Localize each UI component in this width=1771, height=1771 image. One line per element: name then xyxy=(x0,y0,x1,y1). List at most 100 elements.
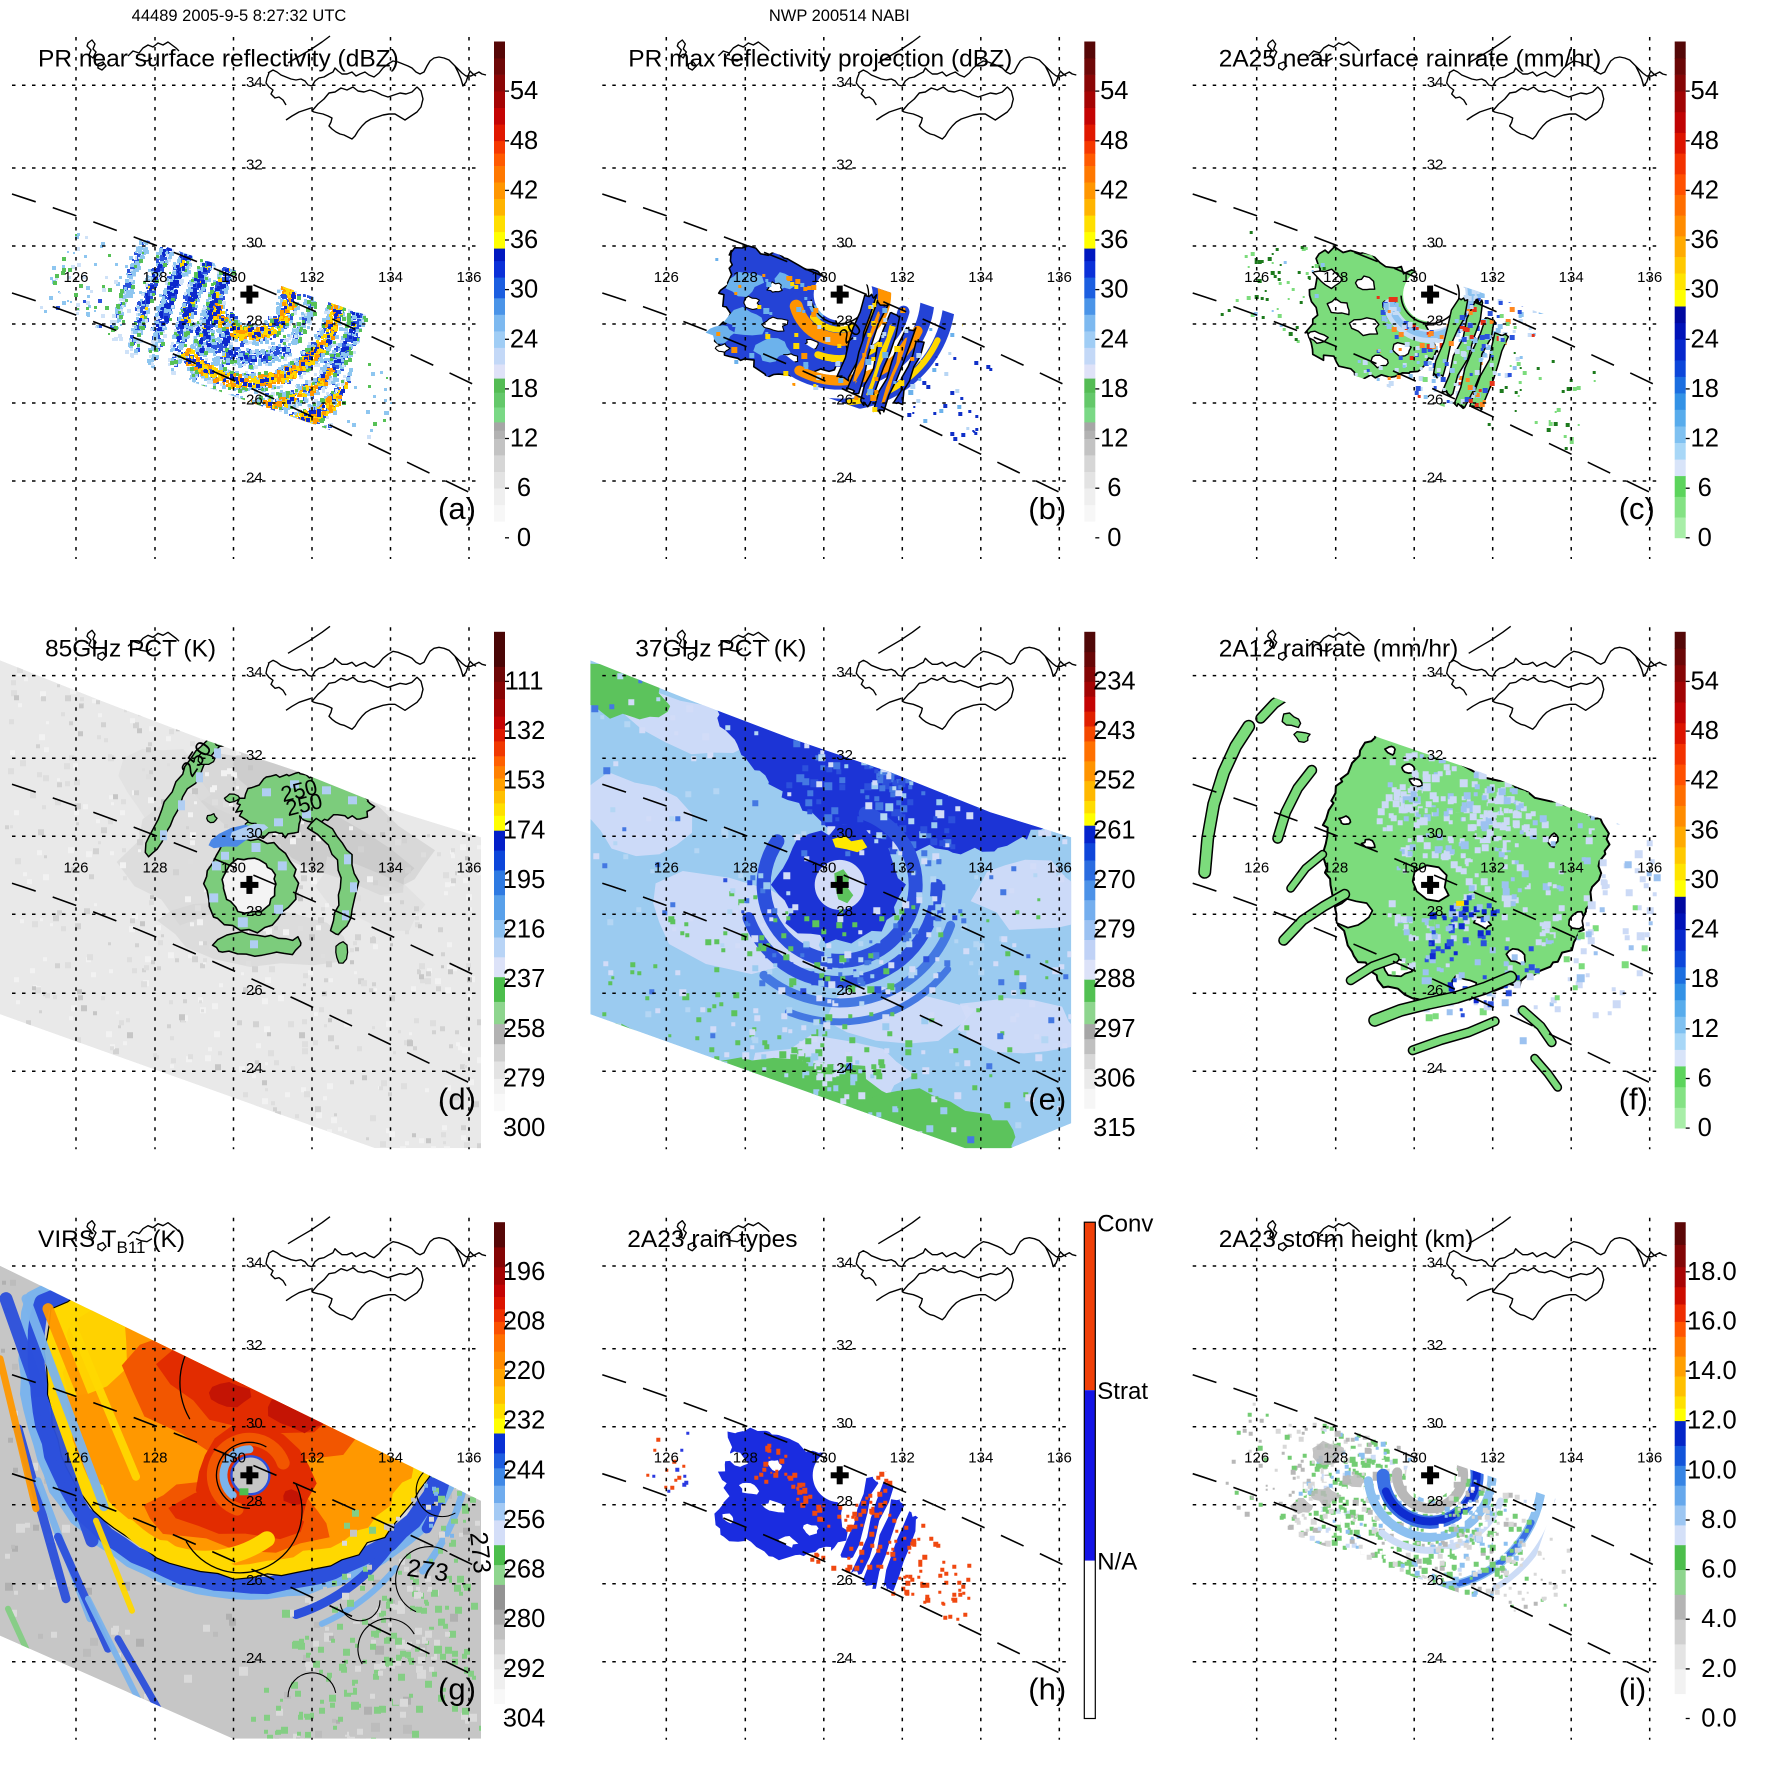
svg-text:36: 36 xyxy=(510,226,538,254)
svg-text:232: 232 xyxy=(503,1407,546,1435)
svg-text:18: 18 xyxy=(1691,375,1719,403)
svg-text:12: 12 xyxy=(1100,425,1128,453)
svg-text:6.0: 6.0 xyxy=(1701,1556,1736,1584)
svg-text:NWP 200514 NABI: NWP 200514 NABI xyxy=(769,7,910,25)
svg-text:42: 42 xyxy=(510,176,538,204)
svg-text:0.0: 0.0 xyxy=(1701,1705,1736,1733)
svg-text:288: 288 xyxy=(1093,965,1136,993)
svg-text:30: 30 xyxy=(1691,866,1719,894)
svg-text:54: 54 xyxy=(1691,77,1719,105)
svg-text:306: 306 xyxy=(1093,1065,1136,1093)
svg-text:279: 279 xyxy=(503,1065,546,1093)
svg-text:279: 279 xyxy=(1093,916,1136,944)
svg-text:2A23 storm height (km): 2A23 storm height (km) xyxy=(1219,1226,1474,1253)
svg-text:12: 12 xyxy=(1691,1015,1719,1043)
svg-text:6: 6 xyxy=(1698,1065,1712,1093)
svg-text:12.0: 12.0 xyxy=(1687,1407,1737,1435)
svg-text:304: 304 xyxy=(503,1705,546,1733)
svg-text:(e): (e) xyxy=(1028,1081,1066,1116)
svg-text:(f): (f) xyxy=(1619,1081,1648,1116)
svg-text:(d): (d) xyxy=(438,1081,476,1116)
svg-text:258: 258 xyxy=(503,1015,546,1043)
svg-text:2.0: 2.0 xyxy=(1701,1655,1736,1683)
svg-text:48: 48 xyxy=(1691,127,1719,155)
svg-text:PR max reflectivity projection: PR max reflectivity projection (dBZ) xyxy=(628,45,1012,72)
svg-text:24: 24 xyxy=(1691,325,1719,353)
svg-text:85GHz PCT (K): 85GHz PCT (K) xyxy=(45,636,216,663)
svg-text:268: 268 xyxy=(503,1556,546,1584)
svg-text:14.0: 14.0 xyxy=(1687,1357,1737,1385)
svg-text:(b): (b) xyxy=(1028,491,1066,526)
svg-text:37GHz PCT (K): 37GHz PCT (K) xyxy=(635,636,806,663)
svg-text:36: 36 xyxy=(1691,816,1719,844)
svg-text:Strat: Strat xyxy=(1097,1378,1148,1405)
svg-text:44489 2005-9-5 8:27:32 UTC: 44489 2005-9-5 8:27:32 UTC xyxy=(132,7,347,25)
svg-text:261: 261 xyxy=(1093,816,1136,844)
svg-text:10.0: 10.0 xyxy=(1687,1456,1737,1484)
svg-text:2A25 near surface rainrate (mm: 2A25 near surface rainrate (mm/hr) xyxy=(1219,45,1602,72)
svg-text:(c): (c) xyxy=(1619,491,1655,526)
svg-text:Conv: Conv xyxy=(1097,1211,1153,1238)
svg-text:2A23 rain types: 2A23 rain types xyxy=(627,1226,797,1253)
svg-text:12: 12 xyxy=(1691,425,1719,453)
svg-text:42: 42 xyxy=(1100,176,1128,204)
svg-text:18: 18 xyxy=(1100,375,1128,403)
svg-text:196: 196 xyxy=(503,1258,546,1286)
svg-text:54: 54 xyxy=(1100,77,1128,105)
svg-text:54: 54 xyxy=(1691,667,1719,695)
svg-text:208: 208 xyxy=(503,1308,546,1336)
svg-text:195: 195 xyxy=(503,866,546,894)
svg-text:153: 153 xyxy=(503,767,546,795)
svg-text:24: 24 xyxy=(510,325,538,353)
svg-text:6: 6 xyxy=(1107,474,1121,502)
svg-text:12: 12 xyxy=(510,425,538,453)
svg-text:18.0: 18.0 xyxy=(1687,1258,1737,1286)
svg-text:48: 48 xyxy=(510,127,538,155)
svg-text:6: 6 xyxy=(517,474,531,502)
svg-text:216: 216 xyxy=(503,916,546,944)
svg-text:300: 300 xyxy=(503,1114,546,1142)
svg-text:111: 111 xyxy=(505,667,544,695)
svg-text:244: 244 xyxy=(503,1456,546,1484)
svg-text:36: 36 xyxy=(1691,226,1719,254)
svg-text:256: 256 xyxy=(503,1506,546,1534)
svg-text:(i): (i) xyxy=(1619,1672,1647,1707)
svg-text:54: 54 xyxy=(510,77,538,105)
svg-text:4.0: 4.0 xyxy=(1701,1605,1736,1633)
svg-text:273: 273 xyxy=(405,1554,450,1588)
svg-text:30: 30 xyxy=(1100,276,1128,304)
svg-text:(g): (g) xyxy=(438,1672,476,1707)
svg-text:24: 24 xyxy=(1100,325,1128,353)
svg-text:42: 42 xyxy=(1691,176,1719,204)
svg-text:2A12 rainrate (mm/hr): 2A12 rainrate (mm/hr) xyxy=(1219,636,1459,663)
svg-text:30: 30 xyxy=(510,276,538,304)
svg-text:237: 237 xyxy=(503,965,546,993)
svg-text:6: 6 xyxy=(1698,474,1712,502)
svg-text:18: 18 xyxy=(510,375,538,403)
svg-text:18: 18 xyxy=(1691,965,1719,993)
svg-text:N/A: N/A xyxy=(1097,1549,1137,1576)
svg-text:48: 48 xyxy=(1691,717,1719,745)
svg-text:36: 36 xyxy=(1100,226,1128,254)
svg-text:243: 243 xyxy=(1093,717,1136,745)
svg-text:0: 0 xyxy=(517,524,531,552)
svg-text:24: 24 xyxy=(1691,916,1719,944)
svg-text:0: 0 xyxy=(1698,1114,1712,1142)
svg-text:42: 42 xyxy=(1691,767,1719,795)
svg-text:280: 280 xyxy=(503,1605,546,1633)
svg-text:8.0: 8.0 xyxy=(1701,1506,1736,1534)
svg-text:315: 315 xyxy=(1093,1114,1136,1142)
svg-text:30: 30 xyxy=(1691,276,1719,304)
svg-text:16.0: 16.0 xyxy=(1687,1308,1737,1336)
svg-text:297: 297 xyxy=(1093,1015,1136,1043)
svg-text:234: 234 xyxy=(1093,667,1136,695)
svg-text:252: 252 xyxy=(1093,767,1136,795)
svg-text:292: 292 xyxy=(503,1655,546,1683)
svg-text:(h): (h) xyxy=(1028,1672,1066,1707)
svg-text:0: 0 xyxy=(1107,524,1121,552)
svg-text:174: 174 xyxy=(503,816,546,844)
svg-text:48: 48 xyxy=(1100,127,1128,155)
svg-text:PR near surface reflectivity (: PR near surface reflectivity (dBZ) xyxy=(38,45,399,72)
svg-text:VIRS TB11 (K): VIRS TB11 (K) xyxy=(38,1226,185,1257)
svg-text:132: 132 xyxy=(503,717,546,745)
